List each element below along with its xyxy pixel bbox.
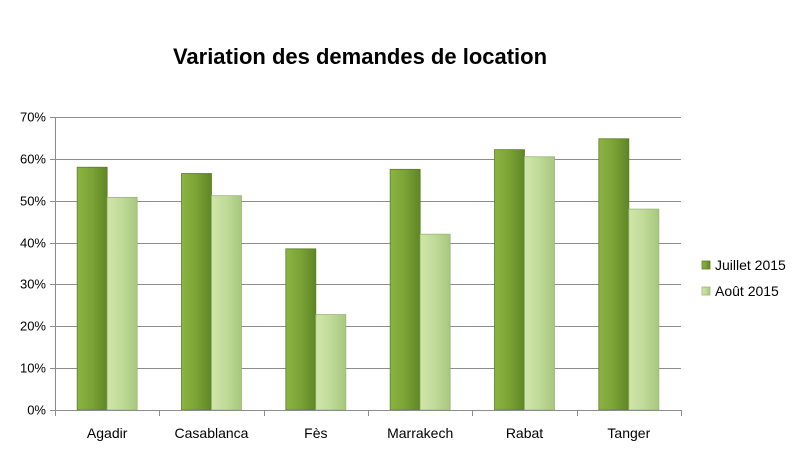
bar-series2: [419, 233, 451, 411]
x-tick-label: Rabat: [506, 425, 543, 441]
bar-series1: [285, 248, 317, 411]
y-tick-label: 20%: [20, 319, 46, 334]
bar-series1: [181, 173, 212, 411]
legend: Juillet 2015 Août 2015: [701, 257, 786, 299]
gridlines: [55, 117, 681, 411]
axes: [50, 117, 682, 416]
bar-series1: [389, 168, 421, 411]
y-tick-label: 60%: [20, 152, 46, 167]
x-tick-label: Fès: [304, 425, 327, 441]
bar-series2: [106, 196, 138, 411]
bar-series1: [76, 166, 108, 411]
bar-series2: [211, 195, 242, 411]
bar-series1: [598, 138, 630, 411]
x-tick-label: Agadir: [87, 425, 128, 441]
y-tick-label: 30%: [20, 277, 46, 292]
legend-label: Août 2015: [715, 283, 779, 299]
bars: [76, 138, 660, 411]
axis-labels: 0% 10% 20% 30% 40% 50% 60% 70% Agadir Casablanca F…: [20, 110, 651, 442]
x-tick-label: Marrakech: [387, 425, 453, 441]
bar-series1: [494, 149, 525, 411]
y-tick-label: 40%: [20, 236, 46, 251]
bar-series2: [524, 156, 555, 411]
y-tick-label: 70%: [20, 110, 46, 125]
bar-series2: [628, 208, 660, 411]
legend-swatch: [701, 286, 711, 296]
legend-label: Juillet 2015: [715, 257, 786, 273]
bar-series2: [315, 314, 347, 411]
chart-title: Variation des demandes de location: [172, 44, 548, 69]
legend-swatch: [701, 260, 711, 270]
y-tick-label: 0%: [27, 403, 46, 418]
y-tick-label: 50%: [20, 194, 46, 209]
x-tick-label: Casablanca: [175, 425, 249, 441]
y-tick-label: 10%: [20, 361, 46, 376]
x-tick-label: Tanger: [607, 425, 650, 441]
